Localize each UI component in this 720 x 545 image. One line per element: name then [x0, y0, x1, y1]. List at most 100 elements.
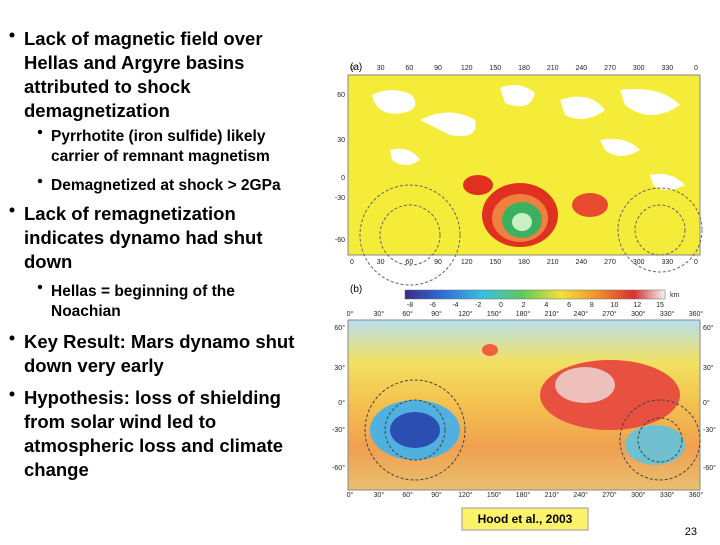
x-tick-label: 0 — [350, 65, 354, 72]
y-tick-label: 30° — [703, 364, 714, 372]
x-tick-label: 120° — [458, 310, 473, 318]
page-number: 23 — [685, 526, 697, 538]
bullet-dot — [9, 335, 15, 341]
x-tick-label: 330° — [660, 310, 675, 318]
colorbar-tick-label: 0 — [499, 302, 503, 309]
colorbar-tick-label: -4 — [452, 302, 458, 309]
colorbar-unit: km — [670, 292, 680, 299]
x-tick-label: 180 — [518, 259, 530, 266]
figure-label: (a) — [350, 62, 362, 73]
bullet-text: demagnetization — [24, 100, 170, 121]
bullet-text: Hellas and Argyre basins — [24, 52, 244, 73]
x-tick-label: 30 — [377, 65, 385, 72]
magnetic-map — [347, 74, 703, 286]
x-tick-label: 90 — [434, 65, 442, 72]
x-tick-label: 180° — [516, 491, 531, 499]
bullet-text: change — [24, 459, 89, 480]
x-tick-label: 150 — [489, 65, 501, 72]
x-tick-label: 360° — [689, 491, 704, 499]
colorbar-tick-label: 4 — [544, 302, 548, 309]
bullet-dot — [37, 129, 43, 135]
x-tick-label: 90° — [431, 491, 442, 499]
bullet-dot — [9, 391, 15, 397]
x-tick-label: 330 — [661, 259, 673, 266]
colorbar-tick-label: 12 — [633, 302, 641, 309]
x-tick-label: 180 — [518, 65, 530, 72]
x-tick-label: 120 — [461, 259, 473, 266]
x-tick-label: 300° — [631, 310, 646, 318]
sub-bullet-text: Hellas = beginning of the — [51, 283, 235, 300]
sub-bullet-text: Pyrrhotite (iron sulfide) likely — [51, 128, 266, 145]
bullet-text: Lack of remagnetization — [24, 203, 236, 224]
y-tick-label: 30 — [337, 137, 345, 144]
bullet-text: attributed to shock — [24, 76, 191, 97]
x-tick-label: 240° — [573, 310, 588, 318]
x-tick-label: 180° — [516, 310, 531, 318]
x-tick-label: 0° — [347, 310, 354, 318]
bullet-text: atmospheric loss and climate — [24, 435, 283, 456]
y-tick-label: -30° — [332, 426, 345, 434]
colorbar-tick-label: 2 — [522, 302, 526, 309]
x-tick-label: 270 — [604, 259, 616, 266]
colorbar-tick-label: 10 — [611, 302, 619, 309]
x-tick-label: 90° — [431, 310, 442, 318]
figure-label: (b) — [350, 284, 362, 295]
bullet-dot — [37, 178, 43, 184]
x-tick-label: 330° — [660, 491, 675, 499]
citation-box — [461, 507, 589, 531]
x-tick-label: 270° — [602, 491, 617, 499]
x-tick-label: 300° — [631, 491, 646, 499]
colorbar-tick-label: 8 — [590, 302, 594, 309]
colorbar-tick-label: -6 — [430, 302, 436, 309]
x-tick-label: 210° — [545, 491, 560, 499]
colorbar-tick-label: 15 — [656, 302, 664, 309]
x-tick-label: 300 — [633, 259, 645, 266]
bullet-text: Key Result: Mars dynamo shut — [24, 331, 294, 352]
colorbar-tick-label: -8 — [407, 302, 413, 309]
x-tick-label: 0 — [694, 65, 698, 72]
x-tick-label: 270 — [604, 65, 616, 72]
bullet-text: Hypothesis: loss of shielding — [24, 387, 281, 408]
x-tick-label: 60 — [405, 259, 413, 266]
colorbar-tick-label: -2 — [475, 302, 481, 309]
x-tick-label: 150° — [487, 491, 502, 499]
y-tick-label: 0° — [338, 399, 345, 407]
y-tick-label: -60° — [703, 464, 716, 472]
bullet-text: indicates dynamo had shut — [24, 227, 263, 248]
y-tick-label: -30° — [703, 426, 716, 434]
x-tick-label: 120 — [461, 65, 473, 72]
y-tick-label: -60 — [335, 237, 345, 244]
bullet-text: from solar wind led to — [24, 411, 216, 432]
x-tick-label: 60° — [402, 491, 413, 499]
x-tick-label: 30° — [374, 310, 385, 318]
y-tick-label: -60° — [332, 464, 345, 472]
citation: Hood et al., 2003 — [478, 512, 573, 526]
y-tick-label: 0 — [341, 175, 345, 182]
y-tick-label: 0° — [703, 399, 710, 407]
y-tick-label: 30° — [334, 364, 345, 372]
x-tick-label: 150 — [489, 259, 501, 266]
x-tick-label: 300 — [633, 65, 645, 72]
bullet-dot — [9, 207, 15, 213]
x-tick-label: 60 — [405, 65, 413, 72]
bullet-text: down very early — [24, 355, 165, 376]
x-tick-label: 30° — [374, 491, 385, 499]
x-tick-label: 240 — [575, 259, 587, 266]
topography-map — [347, 289, 701, 491]
bullet-dot — [9, 32, 15, 38]
y-tick-label: -30 — [335, 195, 345, 202]
x-tick-label: 240 — [575, 65, 587, 72]
bullet-text: Lack of magnetic field over — [24, 28, 263, 49]
bullet-dot — [37, 284, 43, 290]
y-tick-label: 60 — [337, 92, 345, 99]
x-tick-label: 30 — [377, 259, 385, 266]
x-tick-label: 0 — [350, 259, 354, 266]
x-tick-label: 210° — [545, 310, 560, 318]
bullet-text: down — [24, 251, 72, 272]
sub-bullet-text: Noachian — [51, 303, 121, 320]
x-tick-label: 210 — [547, 259, 559, 266]
x-tick-label: 0° — [347, 491, 354, 499]
x-tick-label: 270° — [602, 310, 617, 318]
x-tick-label: 0 — [694, 259, 698, 266]
